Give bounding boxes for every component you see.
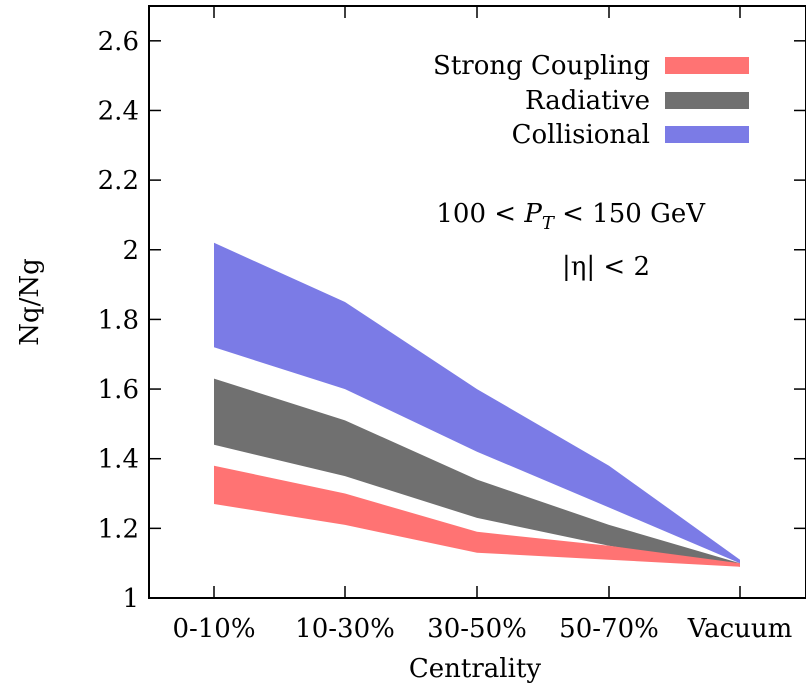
y-tick-label: 1 (122, 584, 139, 614)
band-strong-coupling (214, 465, 740, 567)
annotation-pt-range: 100 < PT < 150 GeV (436, 199, 706, 234)
annotation-eta-range: |η| < 2 (562, 252, 650, 282)
legend-swatch-collisional (665, 126, 749, 143)
x-axis-title: Centrality (409, 654, 541, 684)
y-tick-label: 1.6 (98, 375, 139, 405)
bands-layer (214, 242, 740, 567)
x-tick-label: 30-50% (427, 614, 527, 644)
y-tick-label: 2.2 (98, 166, 139, 196)
ticks-layer: 1 1.2 1.4 1.6 1.8 2 2.2 2.4 2.6 0-10% 10-30% 30-50%… (98, 6, 806, 644)
legend: Strong Coupling Radiative Collisional (433, 51, 749, 150)
y-tick-label: 1.2 (98, 514, 139, 544)
legend-swatch-strong-coupling (665, 57, 749, 74)
y-axis-title: Nq/Ng (15, 258, 45, 346)
svg-text:100 < PT < 150 GeV: 100 < PT < 150 GeV (436, 199, 706, 234)
x-tick-label: 50-70% (559, 614, 659, 644)
y-tick-label: 2 (122, 236, 139, 266)
legend-label-collisional: Collisional (512, 120, 650, 150)
y-tick-label: 1.4 (98, 445, 139, 475)
y-tick-label: 1.8 (98, 305, 139, 335)
legend-label-radiative: Radiative (525, 86, 650, 116)
x-tick-label: Vacuum (687, 614, 793, 644)
x-tick-label: 10-30% (295, 614, 395, 644)
band-collisional (214, 242, 740, 564)
legend-label-strong-coupling: Strong Coupling (433, 51, 650, 81)
y-tick-label: 2.6 (98, 27, 139, 57)
y-tick-label: 2.4 (98, 96, 139, 126)
band-radiative (214, 378, 740, 567)
svg-text:|η| < 2: |η| < 2 (562, 252, 650, 282)
x-tick-label: 0-10% (172, 614, 255, 644)
legend-swatch-radiative (665, 92, 749, 109)
